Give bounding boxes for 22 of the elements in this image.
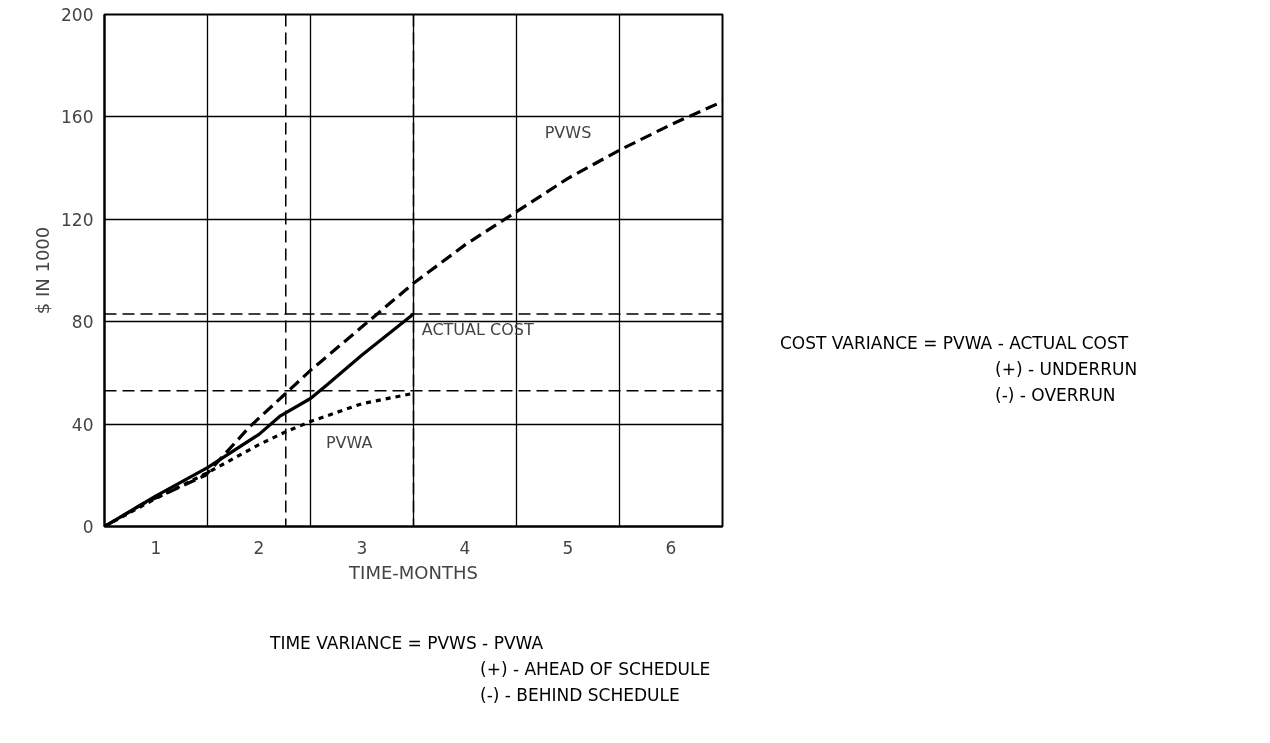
y-tick-label: 120 — [61, 209, 94, 230]
y-tick-label: 0 — [82, 517, 94, 537]
x-tick-label: 6 — [665, 537, 677, 558]
y-tick-label: 160 — [61, 107, 94, 128]
y-tick-label: 80 — [71, 312, 94, 333]
x-tick-label: 1 — [150, 537, 162, 558]
series-label: PVWA — [325, 432, 373, 452]
y-tick-label: 200 — [61, 5, 94, 25]
x-tick-label: 3 — [356, 537, 368, 558]
text: (-) - OVERRUN — [994, 384, 1117, 407]
text: (+) - AHEAD OF SCHEDULE — [479, 658, 711, 681]
y-tick-label: 40 — [71, 414, 94, 435]
text: (+) - UNDERRUN — [994, 358, 1138, 381]
text: TIME VARIANCE = PVWS - PVWA — [270, 632, 545, 655]
x-axis-title: TIME-MONTHS — [348, 561, 478, 583]
text: (-) - BEHIND SCHEDULE — [479, 684, 681, 707]
text: COST VARIANCE = PVWA - ACTUAL COST — [780, 332, 1130, 355]
x-tick-label: 2 — [253, 537, 265, 558]
x-tick-label: 4 — [459, 537, 471, 558]
series-label: PVWS — [544, 122, 592, 142]
y-axis-title: $ IN 1000 — [32, 226, 54, 315]
x-tick-label: 5 — [562, 537, 574, 558]
